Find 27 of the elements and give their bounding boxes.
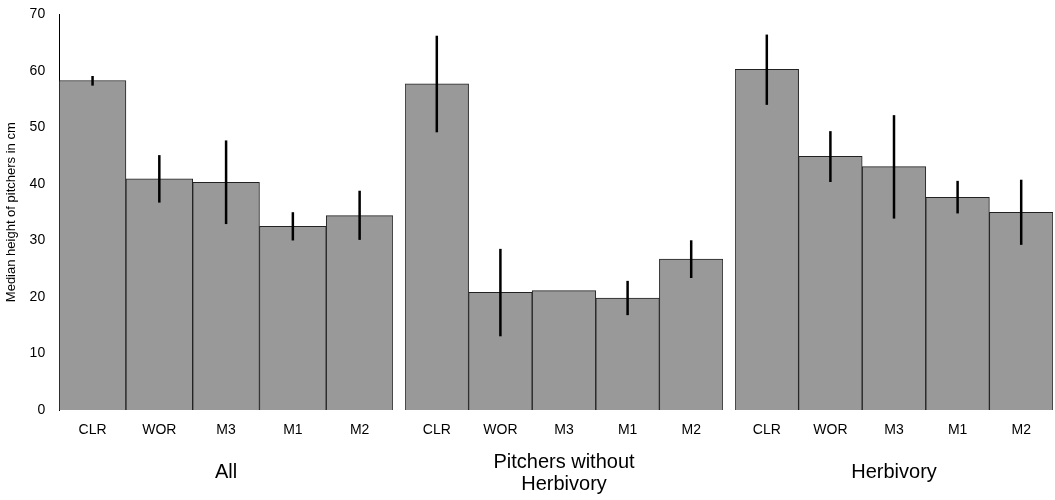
- x-tick-label: M2: [1011, 421, 1032, 438]
- x-tick-label: M2: [349, 421, 370, 438]
- y-tick-label: 0: [37, 400, 46, 417]
- x-tick-label: CLR: [78, 421, 107, 438]
- x-tick-label: M1: [283, 421, 303, 438]
- y-axis-title: Median height of pitchers in cm: [3, 122, 19, 303]
- y-tick-label: 60: [29, 61, 46, 78]
- x-tick-label: WOR: [142, 421, 177, 438]
- x-axis-title: Pitchers without Herbivory: [493, 449, 636, 494]
- y-tick-label: 40: [29, 174, 46, 191]
- y-tick-label: 30: [29, 231, 46, 248]
- y-tick-label: 10: [29, 344, 46, 361]
- y-tick-label: 20: [29, 287, 46, 304]
- x-tick-label: CLR: [752, 421, 781, 438]
- x-tick-label: M3: [554, 421, 574, 438]
- x-axis-title: Herbivory: [851, 459, 937, 482]
- y-tick-label: 70: [29, 5, 46, 22]
- x-tick-label: M3: [884, 421, 904, 438]
- x-axis-title: All: [214, 459, 238, 482]
- x-tick-label: CLR: [422, 421, 451, 438]
- y-tick-label: 50: [29, 118, 46, 135]
- x-tick-label: WOR: [483, 421, 518, 438]
- x-tick-label: M1: [617, 421, 638, 438]
- x-tick-label: M2: [681, 421, 702, 438]
- x-tick-label: M3: [216, 421, 237, 438]
- x-tick-label: M1: [947, 421, 968, 438]
- x-tick-label: WOR: [813, 421, 848, 438]
